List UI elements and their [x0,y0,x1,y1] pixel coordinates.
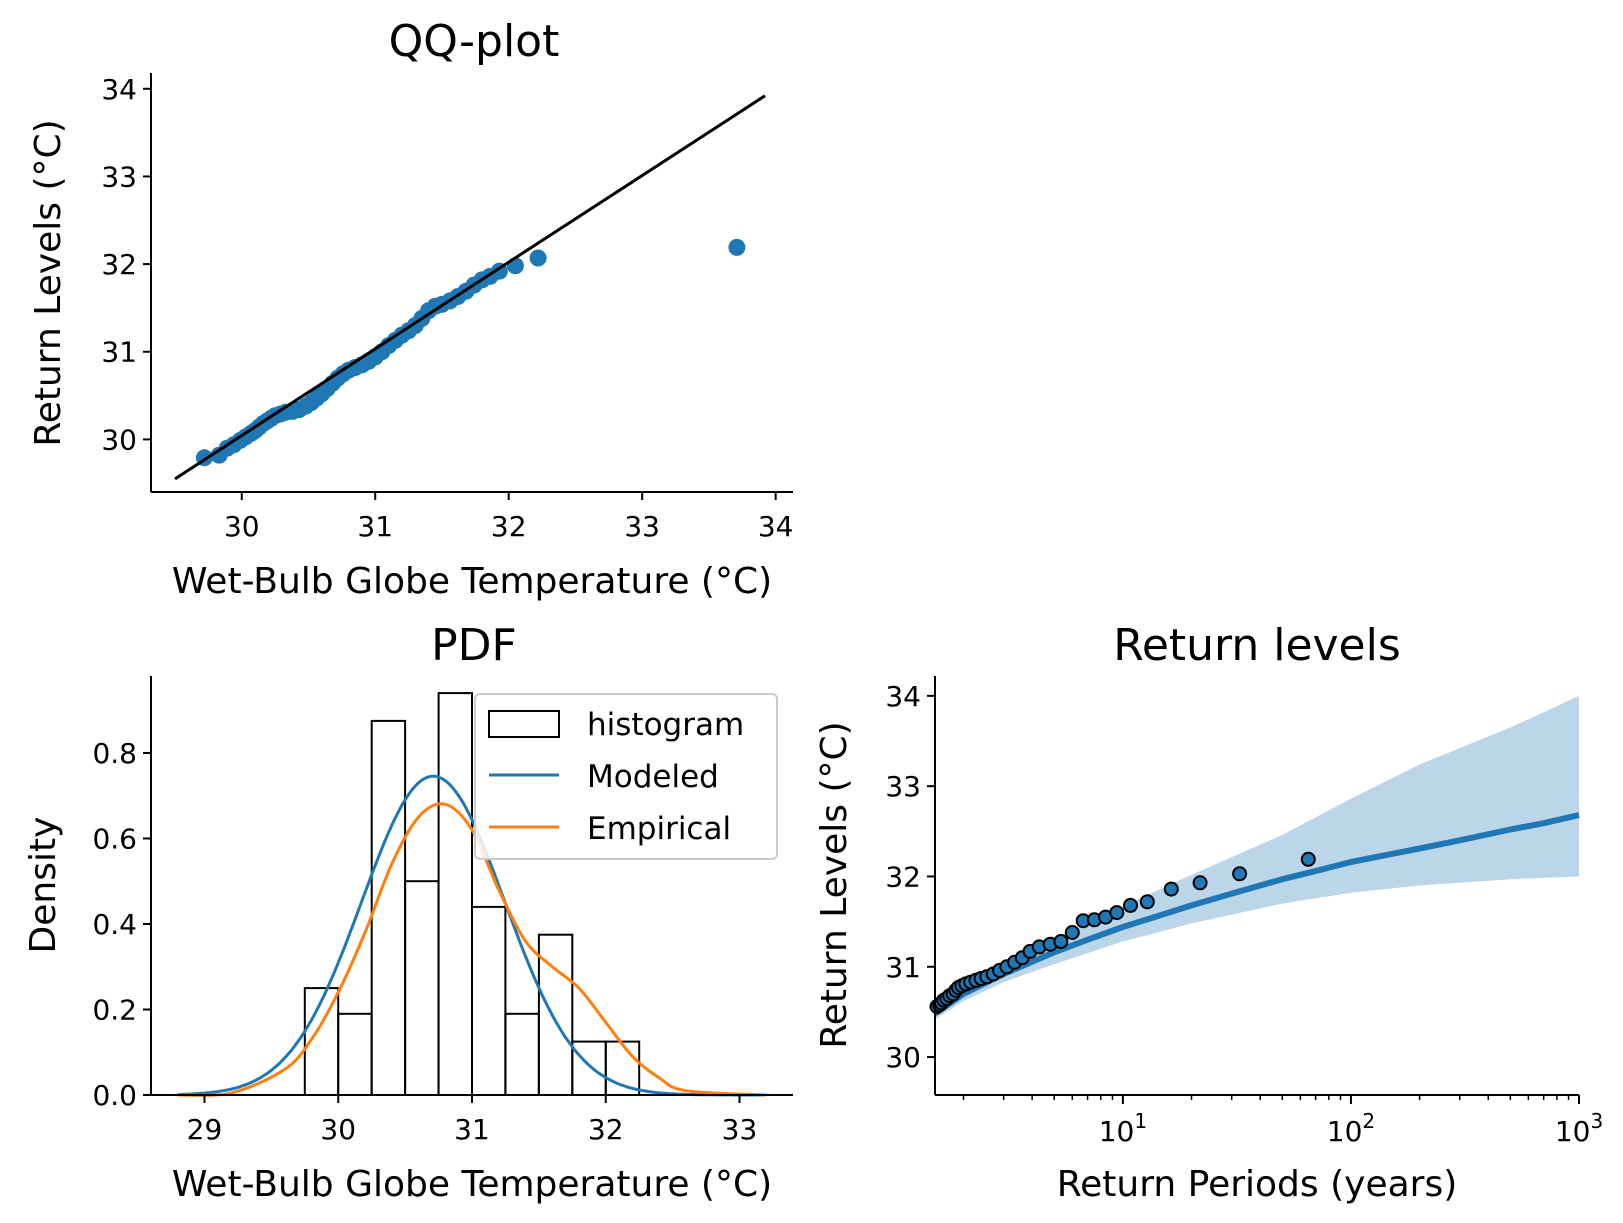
pdf-x-tick-label: 30 [320,1113,356,1146]
qq-y-tick-label: 32 [101,248,137,281]
qq-data-marks [174,94,766,481]
rl-x-tick-label: 103 [1555,1109,1603,1148]
pdf-x-tick-label: 32 [588,1113,624,1146]
legend-label-empirical: Empirical [587,811,731,847]
qq-x-tick-label: 33 [624,510,660,543]
pdf-y-tick-label: 0.2 [92,993,137,1026]
qq-x-label: Wet-Bulb Globe Temperature (°C) [172,561,772,602]
pdf-y-tick-label: 0.0 [92,1079,137,1112]
qq-title: QQ-plot [389,16,560,67]
pdf-x-tick-label: 33 [722,1113,758,1146]
pdf-y-tick-label: 0.8 [92,737,137,770]
pdf-ticks: 29 30 31 32 33 0.0 0.2 0.4 0.6 0.8 [92,737,757,1146]
histogram-bar [471,905,507,1097]
rl-empirical-point [1300,851,1316,867]
pdf-x-tick-label: 31 [454,1113,490,1146]
rl-model-line [933,812,1580,1017]
legend-swatch-histogram [488,710,560,738]
qq-ticks: 30 31 32 33 34 30 31 32 33 34 [101,73,793,543]
rl-empirical-point [1064,925,1080,940]
legend-label-modeled: Modeled [587,759,719,795]
rl-y-tick-label: 32 [885,860,921,893]
pdf-series-empirical [177,802,767,1097]
rl-empirical-point [1053,934,1069,949]
rl-empirical-point [1139,894,1155,910]
qq-y-tick-label: 33 [101,160,137,193]
qq-y-tick-label: 30 [101,423,137,456]
pdf-x-tick-label: 29 [187,1113,223,1146]
qq-x-tick-label: 34 [758,510,794,543]
histogram-bar [604,1040,641,1096]
rl-empirical-point [1109,905,1125,921]
rl-ticks: 101 102 103 30 31 32 33 34 [885,680,1603,1148]
pdf-title: PDF [431,620,517,671]
qq-point [506,257,524,275]
rl-x-tick-label: 102 [1327,1109,1375,1148]
rl-y-label: Return Levels (°C) [814,721,855,1048]
qq-point [529,249,547,267]
pdf-x-label: Wet-Bulb Globe Temperature (°C) [172,1164,772,1205]
qq-point [728,238,746,256]
pdf-y-label: Density [23,817,64,954]
qq-y-label: Return Levels (°C) [28,119,69,446]
rl-empirical-point [1192,875,1208,891]
rl-title: Return levels [1113,620,1401,671]
rl-empirical-point [1163,881,1179,897]
qq-y-tick-label: 31 [101,336,137,369]
pdf-series-modeled [177,774,764,1097]
rl-empirical-point [1123,897,1138,913]
rl-y-tick-label: 34 [885,680,921,713]
qq-plot-panel: QQ-plot 30 31 32 33 34 30 31 32 33 34 Wet-Bulb Gl… [28,16,793,602]
legend-frame [474,693,778,860]
histogram-bar [404,880,440,1097]
qq-reference-line [174,94,766,481]
qq-x-tick-label: 31 [357,510,393,543]
histogram-bar [504,1012,540,1096]
histogram-bar [571,1040,607,1096]
rl-y-tick-label: 33 [885,770,921,803]
pdf-y-tick-label: 0.6 [92,822,137,855]
rl-x-label: Return Periods (years) [1057,1164,1458,1205]
return-levels-panel: Return levels 101 102 103 30 31 32 33 34 Return… [814,620,1603,1205]
qq-x-tick-label: 30 [224,510,260,543]
rl-y-tick-label: 31 [885,951,921,984]
rl-y-tick-label: 30 [885,1041,921,1074]
rl-data-marks [929,695,1580,1020]
histogram-bar [370,719,407,1097]
legend-label-histogram: histogram [587,707,744,743]
pdf-legend: histogram Modeled Empirical [474,693,778,860]
histogram-bar [337,1012,373,1096]
rl-x-tick-label: 101 [1099,1109,1147,1148]
pdf-panel: PDF 29 30 31 32 33 0.0 0.2 0.4 0.6 0.8 Wet-Bulb G… [23,620,793,1205]
qq-x-tick-label: 32 [491,510,527,543]
histogram-bar [437,692,474,1096]
qq-y-tick-label: 34 [101,73,137,106]
rl-empirical-point [1232,866,1248,882]
pdf-y-tick-label: 0.4 [92,908,137,941]
rl-confidence-band [935,695,1579,1020]
